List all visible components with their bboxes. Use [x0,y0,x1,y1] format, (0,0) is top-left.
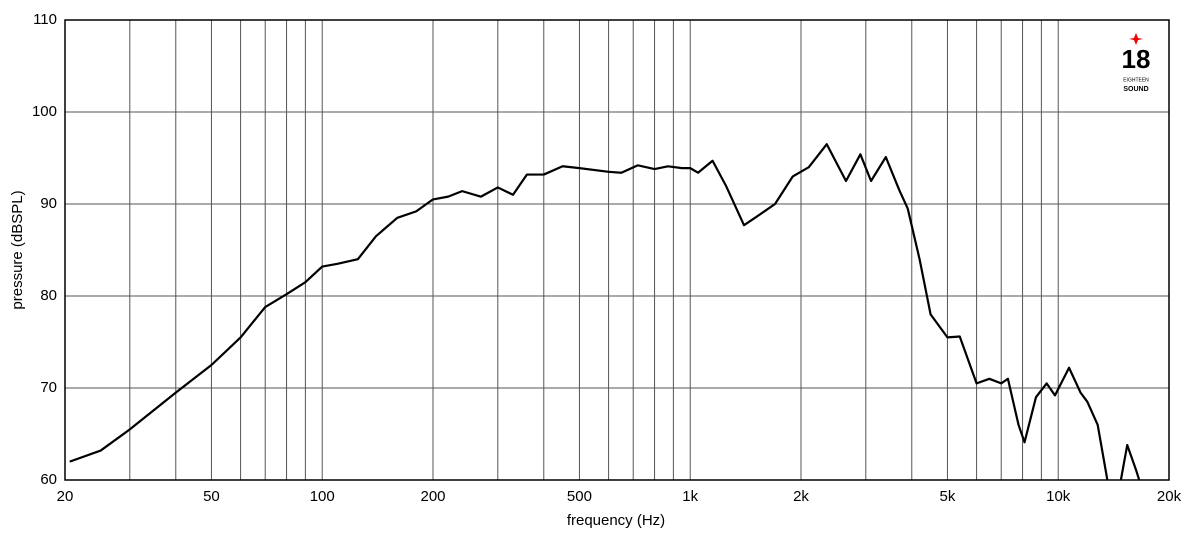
y-tick-label: 70 [40,379,57,396]
y-tick-label: 80 [40,287,57,304]
x-tick-label: 2k [793,488,809,505]
x-tick-label: 50 [203,488,220,505]
y-tick-label: 100 [32,103,57,120]
x-tick-label: 5k [940,488,956,505]
y-tick-label: 90 [40,195,57,212]
x-tick-label: 1k [682,488,698,505]
logo-subname: SOUND [1123,86,1148,93]
x-tick-label: 100 [310,488,335,505]
logo-star [1129,33,1143,45]
logo-name: EIGHTEEN [1123,77,1149,83]
x-tick-label: 20 [57,488,74,505]
response-line [69,143,1141,480]
x-tick-label: 20k [1157,488,1182,505]
x-tick-label: 500 [567,488,592,505]
x-tick-label: 200 [420,488,445,505]
x-tick-label: 10k [1046,488,1071,505]
y-axis-label: pressure (dBSPL) [9,190,26,309]
y-tick-label: 60 [40,471,57,488]
logo-mark: 18 [1122,44,1151,74]
x-axis-label: frequency (Hz) [567,512,665,529]
logo: 18 EIGHTEEN SOUND [1122,33,1151,93]
y-tick-label: 110 [33,11,57,28]
plot-frame [64,19,1170,481]
